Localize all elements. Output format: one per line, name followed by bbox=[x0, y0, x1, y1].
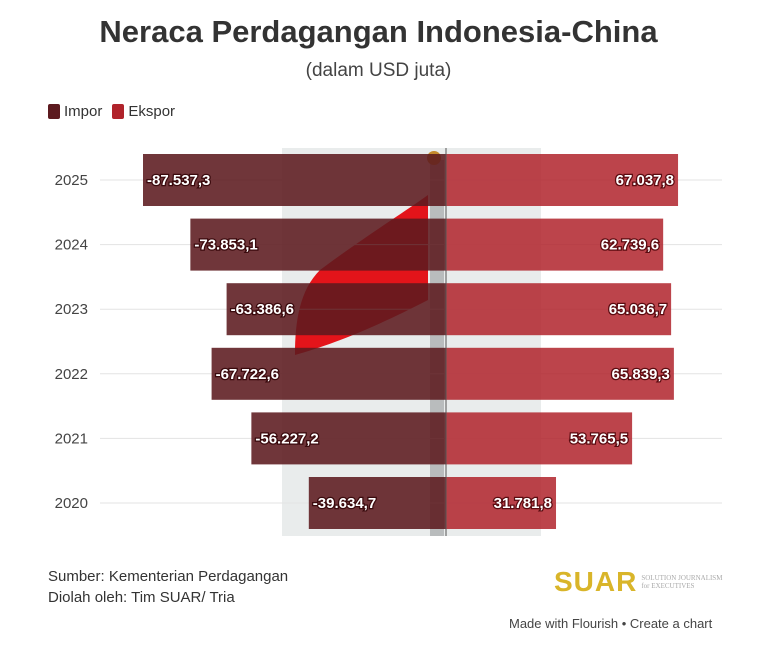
data-label-impor: -39.634,7 bbox=[313, 495, 376, 512]
plot-area: 2025 -87.537,3 67.037,8 2024 -73.853,1 62.739… bbox=[55, 148, 722, 536]
logo-text: SUAR bbox=[554, 566, 638, 597]
bar-impor[interactable] bbox=[251, 412, 446, 465]
logo-tagline-1: SOLUTION JOURNALISM bbox=[641, 574, 723, 582]
data-label-impor: -73.853,1 bbox=[194, 237, 257, 254]
bar-ekspor[interactable] bbox=[446, 154, 679, 206]
legend-swatch-ekspor bbox=[112, 104, 125, 119]
source-note: Sumber: Kementerian Perdagangan Diolah ol… bbox=[48, 566, 288, 608]
data-label-ekspor: 53.765,5 bbox=[570, 430, 628, 447]
flourish-credit[interactable]: Made with Flourish • Create a chart bbox=[509, 616, 713, 631]
data-label-impor: -67.722,6 bbox=[216, 366, 279, 383]
bar-impor[interactable] bbox=[226, 283, 446, 336]
source-text: Sumber: Kementerian Perdagangan bbox=[48, 568, 289, 585]
y-tick-label: 2023 bbox=[55, 301, 88, 318]
bar-ekspor[interactable] bbox=[446, 412, 633, 465]
bar-ekspor[interactable] bbox=[446, 347, 674, 400]
legend-label-impor: Impor bbox=[64, 103, 103, 120]
processed-text: Diolah oleh: Tim SUAR/ Tria bbox=[48, 589, 235, 606]
data-label-impor: -87.537,3 bbox=[147, 172, 210, 189]
bar-ekspor[interactable] bbox=[446, 283, 672, 336]
y-tick-label: 2024 bbox=[55, 237, 88, 254]
logo-tagline-2: for EXECUTIVES bbox=[641, 582, 695, 590]
data-label-ekspor: 31.781,8 bbox=[494, 495, 552, 512]
bar-impor[interactable] bbox=[190, 218, 446, 271]
chart-title: Neraca Perdagangan Indonesia-China bbox=[99, 14, 658, 49]
y-tick-label: 2025 bbox=[55, 172, 88, 189]
legend-swatch-impor bbox=[48, 104, 60, 119]
bar-ekspor[interactable] bbox=[446, 477, 557, 529]
data-label-ekspor: 65.036,7 bbox=[609, 301, 667, 318]
suar-logo: SUAR SOLUTION JOURNALISM for EXECUTIVES bbox=[554, 566, 722, 598]
bar-impor[interactable] bbox=[308, 477, 446, 529]
bar-ekspor[interactable] bbox=[446, 218, 664, 271]
legend-item-ekspor[interactable]: Ekspor bbox=[112, 103, 175, 120]
data-label-ekspor: 67.037,8 bbox=[616, 172, 674, 189]
chart-subtitle: (dalam USD juta) bbox=[305, 60, 452, 81]
data-label-impor: -63.386,6 bbox=[231, 301, 294, 318]
bar-impor[interactable] bbox=[143, 154, 446, 206]
legend: Impor Ekspor bbox=[48, 103, 175, 120]
legend-label-ekspor: Ekspor bbox=[128, 103, 176, 120]
y-tick-label: 2022 bbox=[55, 366, 88, 383]
legend-item-impor[interactable]: Impor bbox=[48, 103, 102, 120]
y-tick-label: 2020 bbox=[55, 495, 88, 512]
data-label-ekspor: 62.739,6 bbox=[601, 237, 659, 254]
data-label-impor: -56.227,2 bbox=[255, 430, 318, 447]
y-tick-label: 2021 bbox=[55, 430, 88, 447]
bar-impor[interactable] bbox=[211, 347, 446, 400]
data-label-ekspor: 65.839,3 bbox=[612, 366, 670, 383]
